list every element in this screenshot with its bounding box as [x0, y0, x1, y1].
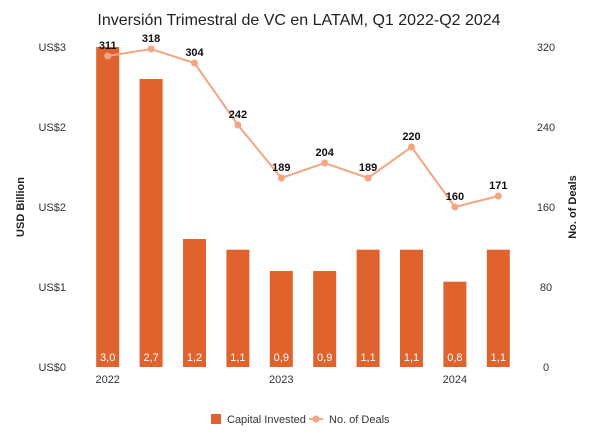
legend-label-capital-invested: Capital Invested	[227, 414, 306, 426]
bar	[356, 249, 380, 367]
deals-value-label: 311	[99, 40, 117, 52]
y-left-tick-label: US$0	[38, 362, 66, 374]
legend-swatch-no-of-deals-marker	[312, 415, 320, 423]
x-tick-label: 2023	[269, 374, 293, 386]
legend: Capital Invested No. of Deals	[211, 414, 390, 426]
bar	[313, 271, 337, 367]
bar	[96, 47, 120, 367]
deals-value-label: 204	[316, 147, 335, 159]
y-axis-right: 0 80 160 240 320	[537, 42, 555, 374]
deals-point	[451, 203, 459, 211]
bar-value-label: 1,1	[360, 352, 375, 364]
bar	[269, 271, 293, 367]
deals-point	[277, 174, 285, 182]
deals-point	[147, 45, 155, 53]
deals-point	[104, 52, 112, 60]
y-left-tick-label: US$2	[38, 122, 66, 134]
y-axis-left: US$0 US$1 US$2 US$2 US$3	[38, 42, 66, 374]
x-tick-label: 2022	[95, 374, 119, 386]
bar-series: 3,0 2,7 1,2 1,1 0,9 0,9 1,1 1,1 0,8 1,1	[96, 47, 510, 367]
bar-value-label: 1,1	[404, 352, 419, 364]
deals-value-label: 160	[446, 191, 464, 203]
deals-point	[234, 121, 242, 129]
x-axis: 2022 2023 2024	[95, 374, 467, 386]
legend-label-no-of-deals: No. of Deals	[329, 414, 390, 426]
bar-value-label: 3,0	[100, 352, 115, 364]
y-right-tick-label: 320	[537, 42, 555, 54]
deals-value-label: 189	[359, 162, 377, 174]
deals-point	[408, 143, 415, 151]
bar-value-label: 1,1	[230, 352, 245, 364]
bar	[400, 249, 423, 367]
bar	[486, 249, 510, 367]
y-right-tick-label: 80	[540, 282, 552, 294]
y-axis-left-title: USD Billion	[15, 177, 27, 237]
deals-value-label: 220	[402, 131, 420, 143]
bar	[139, 79, 163, 367]
x-tick-label: 2024	[443, 374, 467, 386]
legend-swatch-capital-invested	[211, 414, 221, 424]
deals-value-label: 318	[142, 33, 160, 45]
bar-value-label: 0,8	[447, 352, 462, 364]
y-left-tick-label: US$1	[38, 282, 66, 294]
deals-point	[321, 159, 329, 167]
deals-value-label: 189	[272, 162, 290, 174]
bar-value-label: 0,9	[274, 352, 289, 364]
bar-value-label: 1,2	[187, 352, 202, 364]
deals-point	[364, 174, 372, 182]
bar	[226, 249, 250, 367]
bar-value-label: 2,7	[143, 352, 158, 364]
deals-value-label: 304	[185, 47, 204, 59]
bar	[183, 239, 206, 367]
line-series: 311 318 304 242 189 204 189 220 160 171	[99, 33, 507, 211]
y-left-tick-label: US$2	[38, 202, 66, 214]
bar	[443, 281, 467, 367]
deals-point	[494, 192, 502, 200]
y-left-tick-label: US$3	[38, 42, 66, 54]
y-right-tick-label: 240	[537, 122, 555, 134]
chart-title: Inversión Trimestral de VC en LATAM, Q1 …	[97, 12, 500, 29]
y-axis-right-title: No. of Deals	[567, 175, 579, 239]
deals-value-label: 242	[229, 109, 247, 121]
y-right-tick-label: 0	[543, 362, 549, 374]
deals-value-label: 171	[489, 180, 507, 192]
bar-value-label: 1,1	[491, 352, 506, 364]
deals-line	[107, 47, 499, 209]
deals-point	[191, 59, 198, 67]
bar-value-label: 0,9	[317, 352, 332, 364]
y-right-tick-label: 160	[537, 202, 555, 214]
